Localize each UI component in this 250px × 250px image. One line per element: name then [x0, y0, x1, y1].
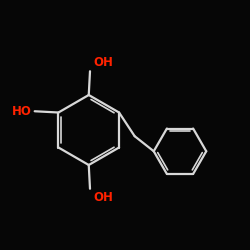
Text: HO: HO — [12, 105, 32, 118]
Text: OH: OH — [94, 191, 114, 204]
Text: OH: OH — [94, 56, 114, 69]
